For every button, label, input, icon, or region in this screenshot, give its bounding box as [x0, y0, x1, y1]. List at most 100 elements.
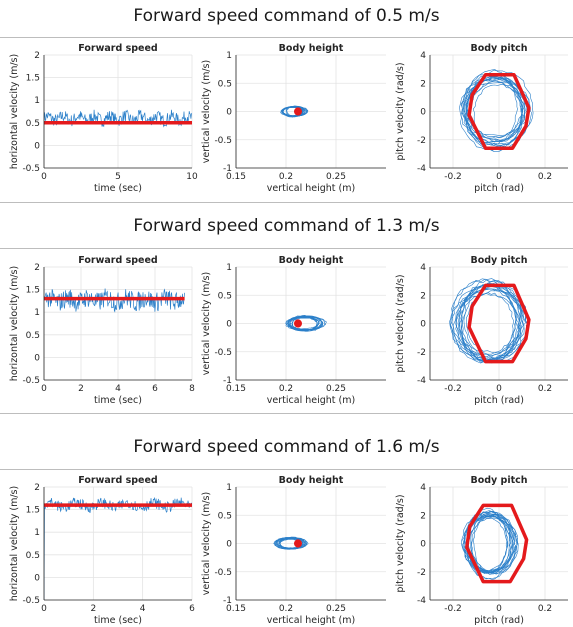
- y-axis-label: vertical velocity (m/s): [201, 272, 212, 375]
- x-tick-label: 0.2: [279, 172, 293, 182]
- y-tick-label: 1.5: [26, 286, 40, 296]
- y-tick-label: 1: [226, 51, 232, 61]
- y-tick-label: 0.5: [26, 119, 40, 129]
- y-tick-label: 0: [34, 573, 40, 583]
- chart-title: Body pitch: [470, 255, 527, 266]
- y-tick-label: -2: [417, 348, 426, 358]
- y-tick-label: 0: [420, 320, 426, 330]
- y-tick-label: 0.5: [218, 79, 232, 89]
- x-tick-label: 0.2: [279, 384, 293, 394]
- chart-title: Forward speed: [78, 255, 157, 266]
- y-tick-label: -4: [417, 164, 426, 174]
- chart-panel-2-2: 0.15 0.2 0.25-1-0.500.51Body heightvertica…: [201, 255, 386, 406]
- x-tick-label: -0.2: [444, 604, 462, 614]
- measured-orbit-line: [450, 279, 521, 363]
- y-tick-label: -0.5: [22, 376, 40, 386]
- chart-panel-3-1: 0 2 4 6-0.500.511.52Forward speedtime (sec)…: [9, 475, 195, 626]
- x-axis-label: pitch (rad): [474, 395, 524, 406]
- measured-velocity-line: [44, 498, 192, 600]
- y-tick-label: 0: [34, 353, 40, 363]
- plot-area: [44, 498, 192, 600]
- y-tick-label: 2: [34, 483, 40, 493]
- y-tick-label: 0.5: [26, 331, 40, 341]
- x-tick-label: 0: [496, 172, 502, 182]
- y-tick-label: 2: [34, 51, 40, 61]
- y-tick-label: -4: [417, 376, 426, 386]
- x-tick-label: 0: [41, 172, 47, 182]
- y-tick-label: 0: [226, 540, 232, 550]
- y-axis-label: pitch velocity (rad/s): [395, 62, 406, 160]
- x-tick-label: 0: [41, 384, 47, 394]
- y-tick-label: 2: [420, 511, 426, 521]
- y-tick-label: -1: [223, 376, 232, 386]
- x-tick-label: 0.2: [538, 604, 552, 614]
- chart-panel-1-3: -0.2 0 0.2-4-2024Body pitchpitch (rad)pitc…: [395, 43, 568, 194]
- y-tick-label: -4: [417, 596, 426, 606]
- x-tick-label: -0.2: [444, 384, 462, 394]
- x-tick-label: 10: [186, 172, 198, 182]
- x-axis-label: time (sec): [94, 615, 142, 626]
- y-tick-label: 0: [226, 108, 232, 118]
- y-tick-label: 0.5: [26, 551, 40, 561]
- x-axis-label: vertical height (m): [267, 183, 355, 194]
- y-tick-label: 1: [226, 263, 232, 273]
- y-tick-label: 0: [226, 320, 232, 330]
- x-tick-label: 5: [115, 172, 121, 182]
- command-orbit: [295, 320, 301, 326]
- chart-title: Body pitch: [470, 475, 527, 486]
- x-tick-label: 0.25: [326, 604, 346, 614]
- x-axis-label: pitch (rad): [474, 183, 524, 194]
- y-tick-label: 1.5: [26, 74, 40, 84]
- y-tick-label: 1.5: [26, 506, 40, 516]
- chart-panel-2-3: -0.2 0 0.2 -4 -2 0 2 4 Body pitch pitch (rad) pitc…: [395, 255, 568, 406]
- x-tick-label: 2: [78, 384, 84, 394]
- y-tick-label: -1: [223, 596, 232, 606]
- chart-title: Body height: [279, 43, 344, 54]
- x-tick-label: 4: [115, 384, 121, 394]
- y-tick-label: 0: [34, 141, 40, 151]
- y-tick-label: 2: [420, 79, 426, 89]
- y-axis-label: horizontal velocity (m/s): [9, 486, 20, 601]
- y-tick-label: 2: [420, 291, 426, 301]
- y-axis-label: horizontal velocity (m/s): [9, 266, 20, 381]
- y-tick-label: 4: [420, 483, 426, 493]
- chart-title: Body height: [279, 255, 344, 266]
- x-tick-label: 0: [41, 604, 47, 614]
- y-axis-label: vertical velocity (m/s): [201, 492, 212, 595]
- x-tick-label: 0.25: [326, 172, 346, 182]
- y-tick-label: 1: [34, 308, 40, 318]
- y-tick-label: -0.5: [214, 136, 232, 146]
- x-axis-label: vertical height (m): [267, 395, 355, 406]
- y-tick-label: 1: [226, 483, 232, 493]
- chart-title: Body pitch: [470, 43, 527, 54]
- y-tick-label: 0: [420, 108, 426, 118]
- y-axis-label: pitch velocity (rad/s): [395, 494, 406, 592]
- x-tick-label: 0.25: [326, 384, 346, 394]
- measured-orbit-line: [457, 284, 518, 360]
- x-tick-label: 0.2: [279, 604, 293, 614]
- y-tick-label: -0.5: [214, 348, 232, 358]
- plot-area: [450, 279, 529, 364]
- chart-panel-3-2: 0.15 0.2 0.25 -1 -0.5 0 0.5 1 Body height vertica…: [201, 475, 386, 626]
- x-tick-label: 0: [496, 384, 502, 394]
- y-tick-label: 4: [420, 263, 426, 273]
- x-axis-label: pitch (rad): [474, 615, 524, 626]
- y-axis-label: horizontal velocity (m/s): [9, 54, 20, 169]
- command-orbit: [295, 108, 301, 114]
- y-tick-label: -1: [223, 164, 232, 174]
- x-tick-label: 6: [189, 604, 195, 614]
- y-tick-label: -0.5: [22, 164, 40, 174]
- x-axis-label: time (sec): [94, 395, 142, 406]
- x-tick-label: 2: [90, 604, 96, 614]
- y-tick-label: 0: [420, 540, 426, 550]
- y-tick-label: -2: [417, 136, 426, 146]
- chart-panel-3-3: -0.2 0 0.2 -4 -2 0 2 4 Body pitch pitch (rad) pitc…: [395, 475, 568, 626]
- x-tick-label: 6: [152, 384, 158, 394]
- y-axis-label: vertical velocity (m/s): [201, 60, 212, 163]
- y-tick-label: 1: [34, 96, 40, 106]
- x-tick-label: 0.2: [538, 172, 552, 182]
- x-tick-label: 8: [189, 384, 195, 394]
